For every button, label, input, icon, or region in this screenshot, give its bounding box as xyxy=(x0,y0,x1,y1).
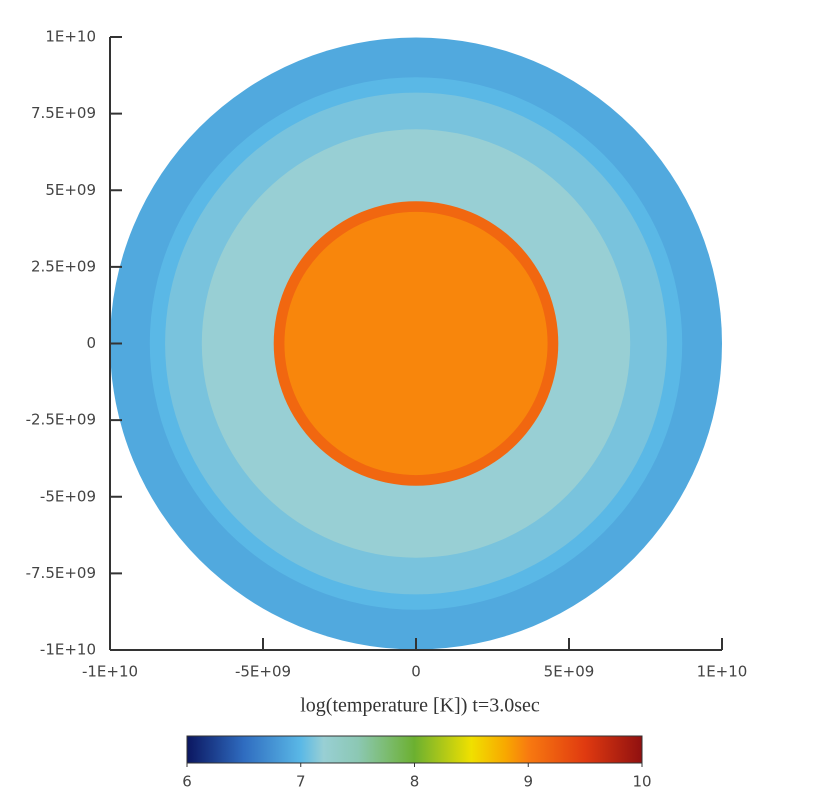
colorbar-tick-label: 8 xyxy=(410,773,420,791)
colorbar-tick-label: 9 xyxy=(523,773,533,791)
colorbar-tick-label: 6 xyxy=(182,773,192,791)
colorbar xyxy=(186,735,643,764)
y-tick-label: 0 xyxy=(86,334,96,352)
colorbar-tick-label: 7 xyxy=(296,773,306,791)
y-tick-label: 5E+09 xyxy=(45,181,96,199)
chart-title: log(temperature [K]) t=3.0sec xyxy=(300,695,540,717)
y-tick-label: -7.5E+09 xyxy=(26,564,96,582)
y-tick-label: 1E+10 xyxy=(45,28,96,46)
y-tick-label: -1E+10 xyxy=(40,641,96,659)
colorbar-tick-label: 10 xyxy=(632,773,651,791)
y-tick-label: -5E+09 xyxy=(40,487,96,505)
x-tick-label: -1E+10 xyxy=(82,663,138,681)
x-tick-label: 0 xyxy=(411,663,421,681)
x-tick-label: 1E+10 xyxy=(697,663,748,681)
x-tick-label: -5E+09 xyxy=(235,663,291,681)
plot-area xyxy=(110,37,722,650)
temperature-shell xyxy=(284,211,548,476)
y-tick-label: -2.5E+09 xyxy=(26,411,96,429)
x-tick-label: 5E+09 xyxy=(544,663,595,681)
y-tick-label: 2.5E+09 xyxy=(31,257,96,275)
y-tick-label: 7.5E+09 xyxy=(31,104,96,122)
